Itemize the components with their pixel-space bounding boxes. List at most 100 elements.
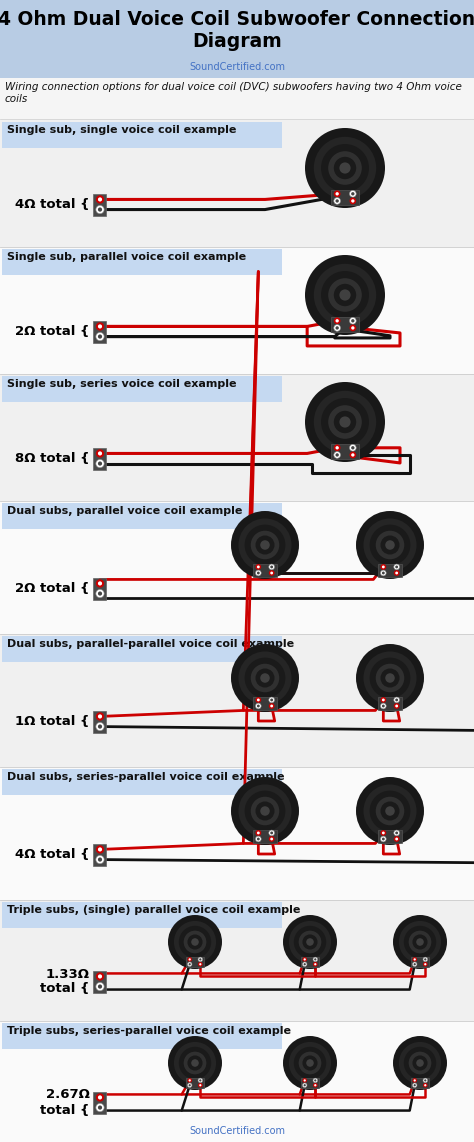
Circle shape — [299, 1052, 321, 1075]
FancyBboxPatch shape — [378, 697, 402, 709]
FancyBboxPatch shape — [331, 190, 359, 206]
Circle shape — [187, 934, 202, 949]
Circle shape — [382, 699, 385, 701]
Circle shape — [334, 411, 356, 433]
FancyBboxPatch shape — [93, 193, 107, 216]
Circle shape — [314, 137, 376, 199]
Circle shape — [314, 1079, 317, 1081]
Circle shape — [412, 962, 417, 966]
Circle shape — [245, 658, 285, 699]
Circle shape — [412, 1055, 428, 1070]
FancyBboxPatch shape — [0, 0, 474, 78]
Circle shape — [414, 958, 416, 960]
Circle shape — [424, 1084, 427, 1086]
Circle shape — [423, 1078, 428, 1083]
Circle shape — [189, 963, 191, 965]
Circle shape — [414, 1084, 416, 1086]
Circle shape — [349, 324, 356, 331]
Circle shape — [381, 564, 386, 570]
Circle shape — [349, 444, 356, 451]
FancyBboxPatch shape — [0, 900, 474, 1021]
Circle shape — [336, 192, 339, 195]
Circle shape — [98, 451, 102, 456]
Text: Wiring connection options for dual voice coil (DVC) subwoofers having two 4 Ohm : Wiring connection options for dual voice… — [5, 82, 462, 104]
Circle shape — [257, 831, 260, 835]
Circle shape — [189, 1084, 191, 1086]
Circle shape — [187, 1083, 192, 1087]
Circle shape — [328, 279, 362, 312]
Circle shape — [394, 697, 400, 702]
Circle shape — [98, 974, 102, 979]
Circle shape — [381, 703, 386, 709]
FancyBboxPatch shape — [2, 902, 282, 928]
FancyBboxPatch shape — [378, 564, 402, 577]
Circle shape — [231, 644, 299, 711]
Circle shape — [381, 668, 400, 687]
Circle shape — [255, 836, 261, 842]
Circle shape — [257, 699, 260, 701]
FancyBboxPatch shape — [378, 830, 402, 843]
Circle shape — [260, 806, 270, 815]
FancyBboxPatch shape — [0, 120, 474, 247]
Circle shape — [238, 785, 292, 837]
Circle shape — [395, 572, 398, 574]
Circle shape — [283, 1036, 337, 1089]
Circle shape — [302, 1055, 318, 1070]
Circle shape — [191, 1060, 199, 1067]
Circle shape — [187, 957, 192, 962]
Text: 8Ω total {: 8Ω total { — [15, 452, 90, 465]
Circle shape — [399, 920, 441, 963]
Circle shape — [174, 920, 216, 963]
Circle shape — [257, 565, 260, 569]
Circle shape — [412, 1083, 417, 1087]
Circle shape — [189, 958, 191, 960]
Circle shape — [394, 570, 400, 576]
Circle shape — [270, 837, 273, 841]
Circle shape — [98, 335, 102, 339]
Circle shape — [334, 156, 356, 179]
Circle shape — [96, 1093, 104, 1102]
FancyBboxPatch shape — [2, 636, 282, 662]
Circle shape — [328, 405, 362, 439]
Text: Dual subs, parallel voice coil example: Dual subs, parallel voice coil example — [7, 506, 242, 516]
Circle shape — [96, 982, 104, 991]
Circle shape — [394, 830, 400, 836]
Circle shape — [376, 664, 404, 692]
Circle shape — [382, 831, 385, 835]
FancyBboxPatch shape — [2, 769, 282, 795]
Text: Single sub, single voice coil example: Single sub, single voice coil example — [7, 124, 237, 135]
Circle shape — [382, 837, 385, 841]
Circle shape — [269, 836, 274, 842]
Circle shape — [394, 564, 400, 570]
Circle shape — [414, 963, 416, 965]
Text: 2.67Ω
total {: 2.67Ω total { — [40, 1088, 90, 1117]
Circle shape — [336, 447, 339, 450]
FancyBboxPatch shape — [93, 844, 107, 866]
Circle shape — [356, 777, 424, 845]
Circle shape — [424, 963, 427, 965]
Circle shape — [423, 1083, 428, 1087]
Circle shape — [199, 1079, 201, 1081]
Circle shape — [424, 1079, 427, 1081]
Text: Single sub, series voice coil example: Single sub, series voice coil example — [7, 379, 237, 389]
Circle shape — [96, 723, 104, 731]
FancyBboxPatch shape — [2, 1023, 282, 1049]
Circle shape — [313, 1078, 318, 1083]
Circle shape — [289, 1042, 331, 1084]
Circle shape — [334, 444, 340, 451]
Circle shape — [198, 962, 202, 966]
Circle shape — [394, 703, 400, 709]
Circle shape — [321, 271, 369, 319]
Circle shape — [399, 1042, 441, 1084]
Text: Dual subs, series-parallel voice coil example: Dual subs, series-parallel voice coil ex… — [7, 772, 284, 782]
Circle shape — [409, 1052, 431, 1075]
Circle shape — [189, 1079, 191, 1081]
FancyBboxPatch shape — [0, 501, 474, 634]
Circle shape — [393, 915, 447, 970]
Circle shape — [334, 451, 340, 458]
Circle shape — [251, 797, 279, 826]
Circle shape — [198, 1083, 202, 1087]
Circle shape — [98, 724, 102, 729]
Circle shape — [96, 332, 104, 340]
Circle shape — [255, 703, 261, 709]
